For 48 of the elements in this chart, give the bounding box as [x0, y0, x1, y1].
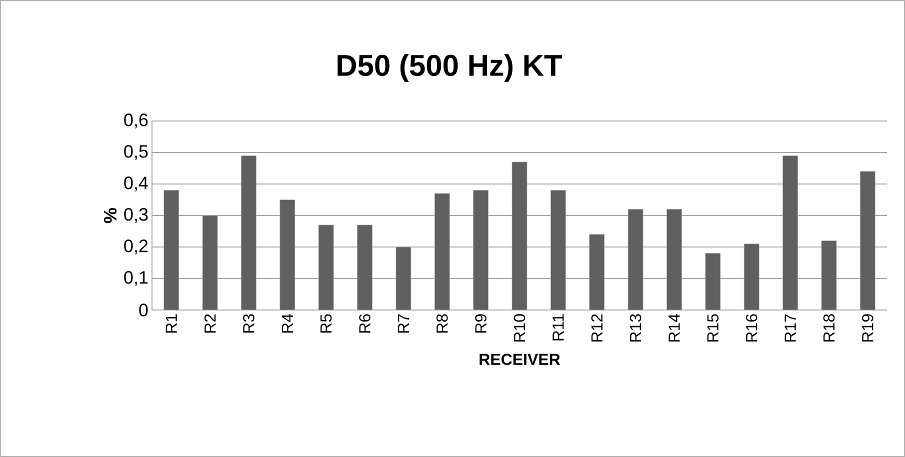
y-tick-label: 0 [139, 304, 148, 316]
x-tick-label: R13 [630, 314, 642, 342]
bar [782, 155, 798, 310]
bar [744, 244, 760, 310]
bar [280, 200, 296, 310]
bar [473, 190, 489, 310]
bar [821, 240, 837, 310]
x-tick-label: R17 [784, 314, 796, 342]
bar [666, 208, 682, 310]
bar [241, 155, 256, 310]
y-tick-label: 0,5 [124, 145, 148, 160]
x-tick-label: R15 [707, 314, 718, 342]
bar [164, 190, 180, 310]
y-tick-label: 0,2 [124, 240, 148, 254]
chart-title: D50 (500 Hz) KT [338, 54, 562, 82]
x-tick-label: R6 [359, 314, 370, 333]
bar [512, 162, 528, 310]
x-tick-label: R5 [320, 314, 332, 333]
x-tick-label: R1 [166, 314, 177, 333]
y-tick-label: 0,4 [124, 176, 148, 192]
bar [357, 224, 372, 310]
bar [628, 208, 644, 310]
x-tick-label: R18 [823, 314, 835, 342]
bar [705, 253, 721, 310]
bar [318, 224, 334, 310]
x-tick-label: R19 [862, 314, 874, 342]
x-tick-label: R14 [668, 314, 680, 342]
x-tick-label: R2 [204, 314, 216, 333]
bar [396, 246, 412, 310]
bar [589, 234, 605, 310]
y-axis-title: % [104, 208, 117, 224]
x-tick-label: R11 [552, 314, 564, 340]
bar [550, 190, 566, 310]
bar [202, 215, 218, 310]
x-tick-label: R9 [475, 314, 486, 333]
x-tick-label: R16 [746, 314, 758, 342]
x-tick-label: R8 [436, 314, 448, 333]
x-tick-label: R10 [514, 314, 526, 342]
x-tick-label: R4 [282, 314, 293, 333]
bar [434, 193, 450, 310]
y-tick-label: 0,6 [124, 114, 148, 128]
x-tick-label: R3 [243, 314, 254, 333]
x-axis-title: RECEIVER [480, 354, 560, 366]
bar [860, 171, 876, 310]
x-tick-label: R12 [591, 314, 602, 342]
x-tick-label: R7 [398, 314, 409, 333]
y-tick-label: 0,1 [124, 271, 148, 286]
y-tick-label: 0,3 [124, 208, 148, 223]
